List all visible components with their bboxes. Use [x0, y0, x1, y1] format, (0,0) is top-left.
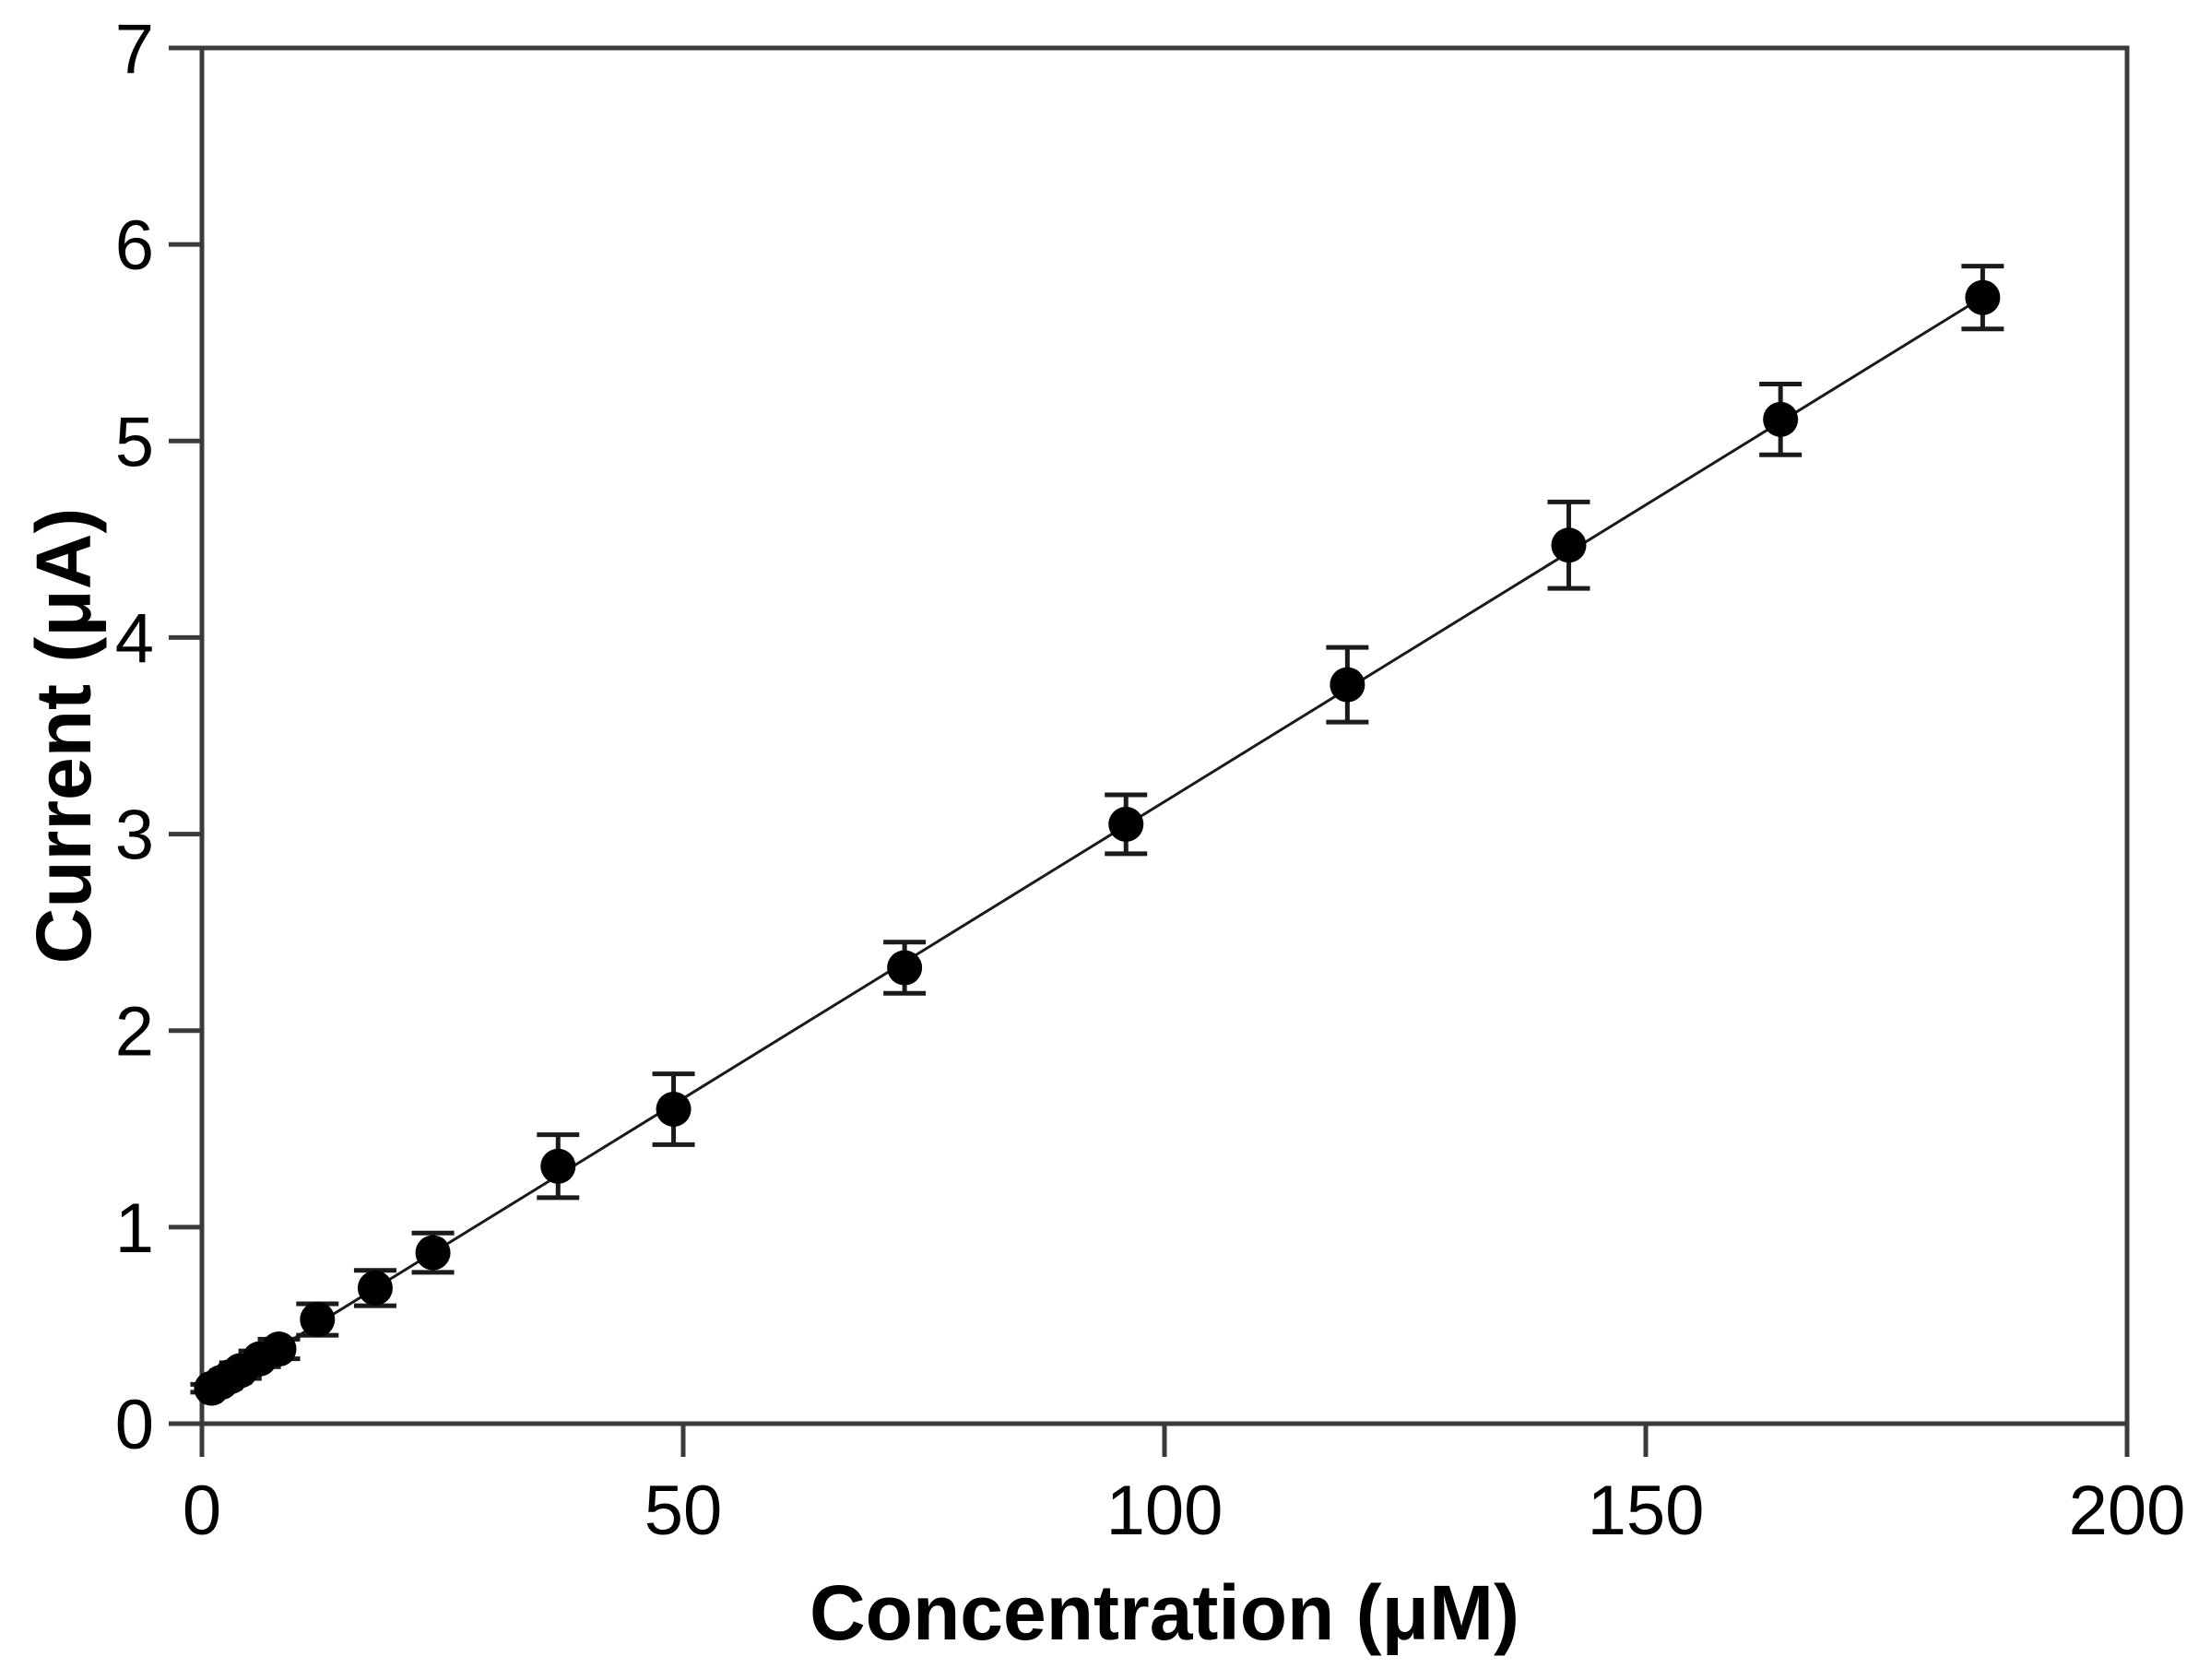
- data-point: [887, 950, 923, 986]
- data-point: [357, 1270, 393, 1306]
- x-tick-label: 200: [2069, 1472, 2186, 1550]
- y-tick-label: 6: [115, 207, 154, 285]
- y-tick-label: 4: [115, 599, 154, 678]
- y-tick-label: 2: [115, 993, 154, 1071]
- x-tick-label: 0: [183, 1472, 221, 1550]
- y-tick-label: 3: [115, 797, 154, 875]
- data-point: [540, 1148, 576, 1184]
- x-tick-label: 100: [1106, 1472, 1224, 1550]
- y-tick-label: 5: [115, 403, 154, 481]
- x-tick-label: 150: [1588, 1472, 1705, 1550]
- x-tick-label: 50: [644, 1472, 723, 1550]
- data-point: [1330, 667, 1365, 703]
- data-point: [1763, 401, 1799, 437]
- y-tick-label: 1: [115, 1189, 154, 1268]
- data-point: [1551, 527, 1587, 563]
- data-point: [300, 1302, 336, 1338]
- y-tick-label: 0: [115, 1386, 154, 1464]
- data-point: [656, 1091, 692, 1127]
- data-point: [1108, 806, 1144, 842]
- plot-layer: 0 50 100 150 200 0 1 2 3 4 5 6 7: [115, 10, 2186, 1550]
- x-axis-title: Concentration (μM): [810, 1569, 1519, 1656]
- y-axis-title: Current (μA): [20, 508, 107, 964]
- y-tick-label: 7: [115, 10, 154, 89]
- fit-line: [210, 295, 1984, 1390]
- data-point: [1965, 279, 2001, 315]
- data-point: [415, 1235, 451, 1271]
- data-point: [261, 1331, 297, 1367]
